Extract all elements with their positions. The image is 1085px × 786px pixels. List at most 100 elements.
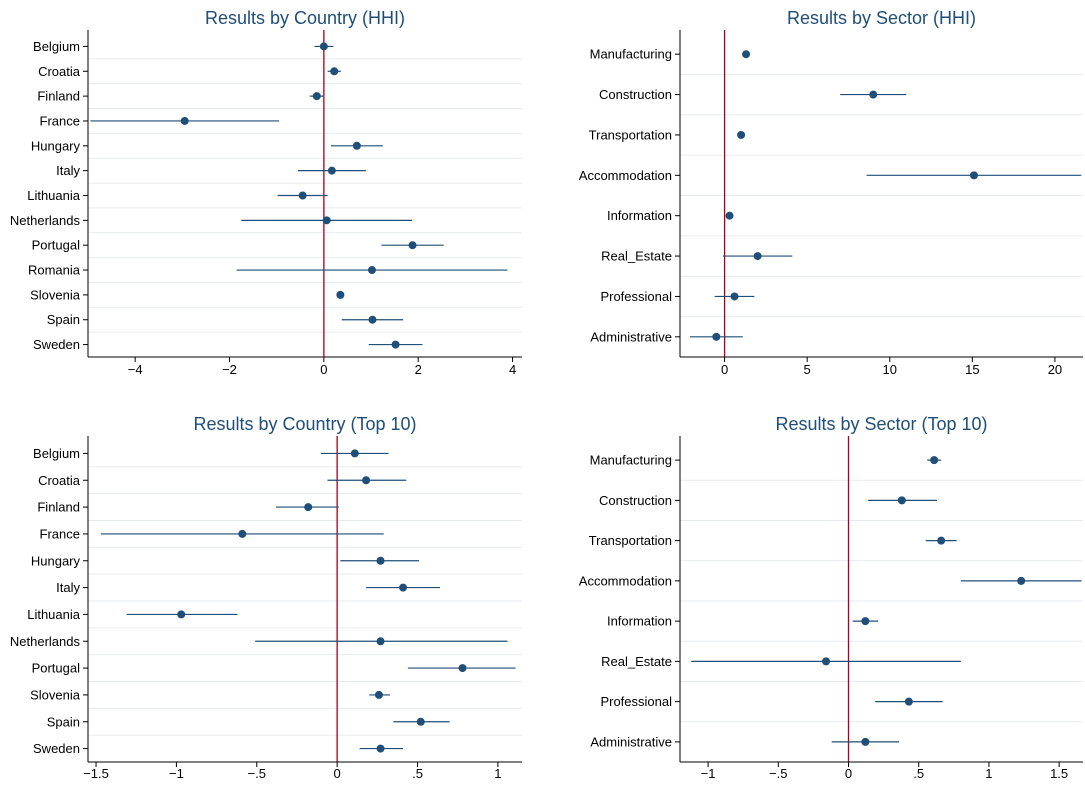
x-tick-label: 0 — [320, 362, 327, 377]
y-tick-label: Accommodation — [579, 168, 672, 183]
x-tick-label: 2 — [415, 362, 422, 377]
y-tick-label: Construction — [599, 87, 672, 102]
point-estimate-transportation — [937, 536, 946, 545]
x-tick-label: −.5 — [769, 766, 787, 781]
point-estimate-administrative — [861, 737, 870, 746]
point-estimate-finland — [304, 503, 313, 512]
point-estimate-spain — [416, 717, 425, 726]
point-estimate-italy — [327, 166, 336, 175]
chart-title: Results by Sector (Top 10) — [775, 414, 987, 434]
point-estimate-accommodation — [969, 171, 978, 180]
point-estimate-accommodation — [1017, 576, 1026, 585]
point-estimate-lithuania — [177, 610, 186, 619]
x-tick-label: 15 — [965, 362, 979, 377]
y-tick-label: Professional — [600, 694, 672, 709]
y-tick-label: Administrative — [590, 734, 672, 749]
y-tick-label: Croatia — [38, 64, 81, 79]
y-tick-label: Finland — [37, 89, 80, 104]
x-tick-label: −4 — [128, 362, 143, 377]
point-estimate-netherlands — [322, 216, 331, 225]
y-tick-label: Belgium — [33, 446, 80, 461]
point-estimate-hungary — [376, 556, 385, 565]
y-tick-label: Portugal — [32, 238, 81, 253]
point-estimate-construction — [869, 90, 878, 99]
x-tick-label: 10 — [883, 362, 897, 377]
point-estimate-belgium — [319, 42, 328, 51]
y-tick-label: Manufacturing — [590, 47, 672, 62]
point-estimate-information — [725, 211, 734, 220]
x-tick-label: −.5 — [248, 766, 266, 781]
y-tick-label: Information — [607, 208, 672, 223]
y-tick-label: Croatia — [38, 473, 81, 488]
point-estimate-spain — [368, 315, 377, 324]
point-estimate-portugal — [408, 241, 417, 250]
y-tick-label: Hungary — [31, 138, 81, 153]
y-tick-label: Sweden — [33, 741, 80, 756]
y-tick-label: Netherlands — [10, 634, 81, 649]
y-tick-label: Lithuania — [27, 188, 81, 203]
point-estimate-portugal — [458, 664, 467, 673]
x-tick-label: 1 — [985, 766, 992, 781]
y-tick-label: Romania — [28, 263, 81, 278]
chart-title: Results by Sector (HHI) — [787, 8, 976, 28]
x-tick-label: .5 — [412, 766, 423, 781]
y-tick-label: Manufacturing — [590, 453, 672, 468]
point-estimate-romania — [367, 266, 376, 275]
point-estimate-netherlands — [376, 637, 385, 646]
point-estimate-real-estate — [753, 252, 762, 261]
y-tick-label: Belgium — [33, 39, 80, 54]
y-tick-label: Italy — [56, 163, 80, 178]
point-estimate-manufacturing — [742, 50, 751, 59]
point-estimate-france — [238, 529, 247, 538]
x-tick-label: 1 — [494, 766, 501, 781]
x-tick-label: 0 — [721, 362, 728, 377]
point-estimate-transportation — [737, 130, 746, 139]
y-tick-label: Portugal — [32, 661, 81, 676]
x-tick-label: −1.5 — [83, 766, 109, 781]
point-estimate-manufacturing — [930, 456, 939, 465]
point-estimate-administrative — [712, 332, 721, 341]
y-tick-label: Spain — [47, 714, 80, 729]
x-tick-label: 4 — [509, 362, 516, 377]
point-estimate-real-estate — [822, 657, 831, 666]
x-tick-label: −1 — [701, 766, 716, 781]
y-tick-label: Slovenia — [30, 687, 81, 702]
point-estimate-croatia — [362, 476, 371, 485]
y-tick-label: Information — [607, 614, 672, 629]
panel-country-hhi: Results by Country (HHI) −4 −2 0 2 4 Belgium Cr… — [10, 8, 522, 377]
x-tick-label: −2 — [222, 362, 237, 377]
y-tick-label: Netherlands — [10, 213, 81, 228]
x-tick-label: 0 — [845, 766, 852, 781]
point-estimate-lithuania — [298, 191, 307, 200]
y-tick-label: Spain — [47, 312, 80, 327]
chart-title: Results by Country (HHI) — [205, 8, 405, 28]
y-tick-label: Transportation — [589, 533, 672, 548]
x-tick-label: .5 — [913, 766, 924, 781]
y-tick-label: Finland — [37, 500, 80, 515]
point-estimate-slovenia — [336, 290, 345, 299]
point-estimate-france — [180, 116, 189, 125]
point-estimate-belgium — [350, 449, 359, 458]
y-tick-label: Sweden — [33, 337, 80, 352]
point-estimate-italy — [399, 583, 408, 592]
x-tick-label: 20 — [1048, 362, 1062, 377]
y-tick-label: France — [40, 526, 80, 541]
point-estimate-information — [861, 617, 870, 626]
y-tick-label: Italy — [56, 580, 80, 595]
y-tick-label: France — [40, 113, 80, 128]
point-estimate-professional — [904, 697, 913, 706]
x-tick-label: 5 — [804, 362, 811, 377]
point-estimate-sweden — [391, 340, 400, 349]
y-tick-label: Real_Estate — [601, 249, 672, 264]
y-tick-label: Accommodation — [579, 573, 672, 588]
x-tick-label: −1 — [169, 766, 184, 781]
y-tick-label: Professional — [600, 289, 672, 304]
panel-sector-hhi: Results by Sector (HHI) 0 5 10 15 20 Manufactu… — [579, 8, 1083, 377]
y-tick-label: Construction — [599, 493, 672, 508]
y-tick-label: Real_Estate — [601, 654, 672, 669]
point-estimate-hungary — [352, 141, 361, 150]
point-estimate-construction — [897, 496, 906, 505]
point-estimate-croatia — [330, 67, 339, 76]
